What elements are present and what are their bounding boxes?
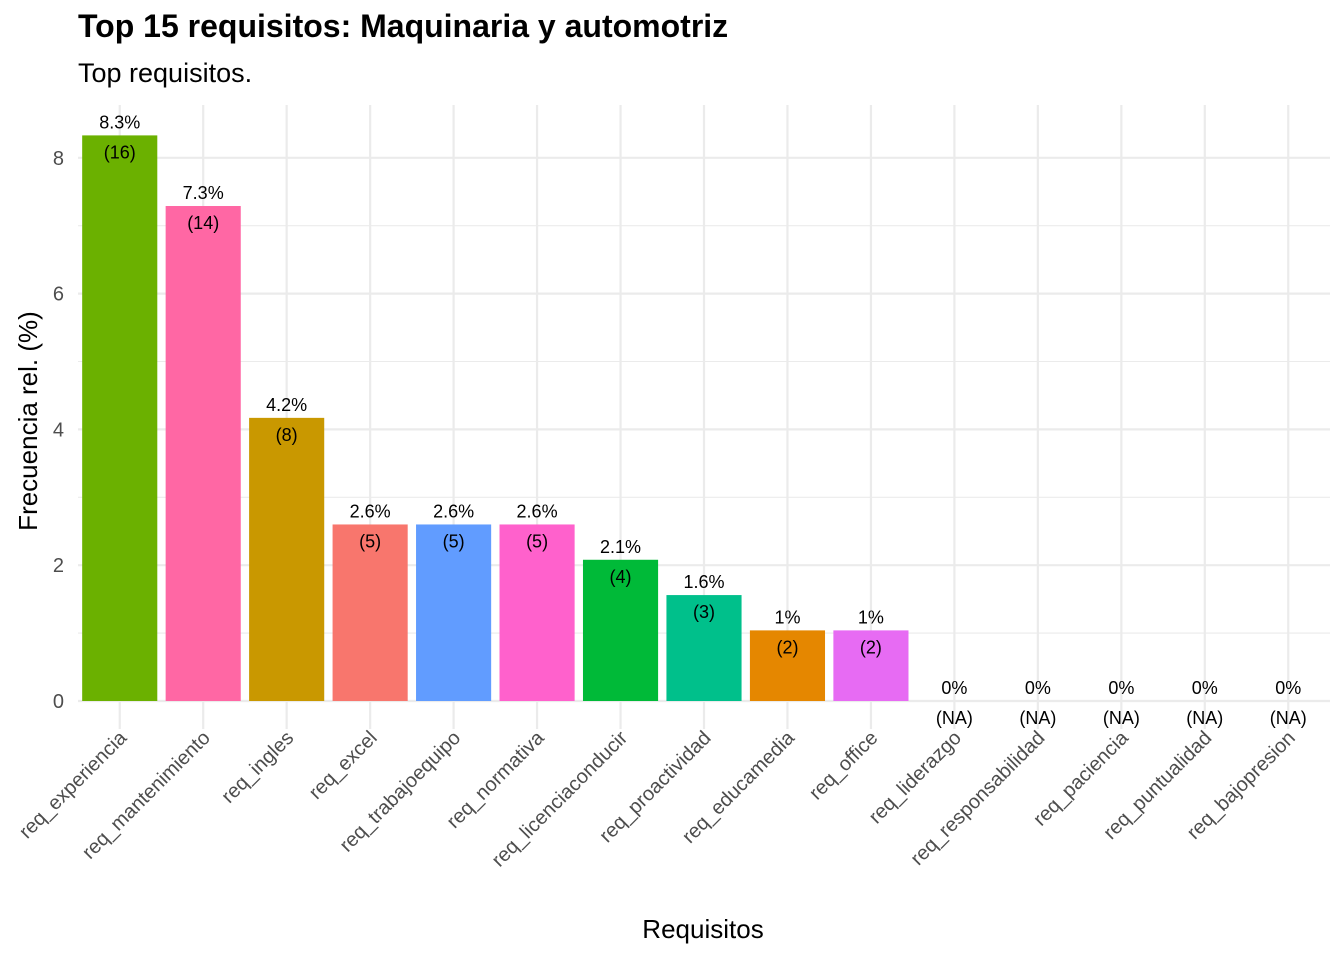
bar-percent-label: 0% (1025, 678, 1051, 698)
bar-percent-label: 1% (858, 607, 884, 627)
bar-percent-label: 7.3% (183, 183, 224, 203)
bar (666, 595, 742, 701)
bar-count-label: (5) (526, 531, 548, 551)
x-tick-label: req_ingles (217, 727, 298, 808)
bars (82, 135, 909, 701)
bar-percent-label: 2.6% (350, 501, 391, 521)
bar-count-label: (NA) (1019, 708, 1056, 728)
bar-count-label: (NA) (936, 708, 973, 728)
bar-percent-label: 2.1% (600, 537, 641, 557)
x-axis-title: Requisitos (642, 914, 763, 944)
bar-count-label: (4) (610, 567, 632, 587)
bar (165, 206, 241, 701)
bar-count-label: (5) (359, 531, 381, 551)
bar (582, 559, 659, 701)
bar-percent-label: 0% (1275, 678, 1301, 698)
bar-percent-label: 1.6% (683, 572, 724, 592)
bar-percent-label: 1% (774, 607, 800, 627)
y-axis-ticks: 0 2 4 6 8 (53, 148, 64, 713)
bar-percent-label: 4.2% (266, 395, 307, 415)
bar-count-label: (NA) (1186, 708, 1223, 728)
bar-percent-label: 2.6% (517, 501, 558, 521)
bar-count-label: (2) (776, 637, 798, 657)
bar-labels: 8.3% (16) 7.3% (14) 4.2% (8) 2.6% (5) 2.6% (5) 2.6… (99, 112, 1307, 728)
bar (332, 524, 408, 701)
bar (416, 524, 492, 701)
chart-title: Top 15 requisitos: Maquinaria y automotr… (78, 8, 729, 44)
bar-percent-label: 8.3% (99, 112, 140, 132)
y-tick-label: 6 (53, 284, 64, 306)
bar-count-label: (5) (443, 531, 465, 551)
x-tick-label: req_licenciaconducir (488, 727, 633, 872)
bar-count-label: (NA) (1270, 708, 1307, 728)
bar-percent-label: 0% (941, 678, 967, 698)
y-tick-label: 2 (53, 555, 64, 577)
bar-count-label: (16) (104, 142, 136, 162)
bar-count-label: (2) (860, 637, 882, 657)
bar (249, 417, 325, 701)
bar-count-label: (8) (276, 425, 298, 445)
y-tick-label: 8 (53, 148, 64, 170)
chart-subtitle: Top requisitos. (78, 58, 253, 88)
x-tick-label: req_office (805, 727, 882, 804)
bar-count-label: (3) (693, 602, 715, 622)
bar (749, 630, 826, 701)
y-tick-label: 4 (53, 419, 64, 441)
y-axis-title: Frecuencia rel. (%) (13, 311, 43, 531)
x-tick-label: req_excel (305, 727, 382, 804)
bar-count-label: (NA) (1103, 708, 1140, 728)
bar (833, 630, 909, 701)
y-tick-label: 0 (53, 691, 64, 713)
bar-percent-label: 2.6% (433, 501, 474, 521)
bar-percent-label: 0% (1192, 678, 1218, 698)
bar (499, 524, 575, 701)
bar (82, 135, 158, 701)
bar-percent-label: 0% (1108, 678, 1134, 698)
bar-count-label: (14) (187, 213, 219, 233)
